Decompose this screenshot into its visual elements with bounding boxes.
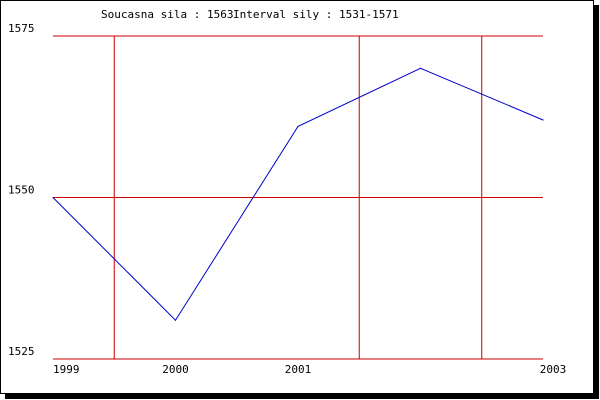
data-point (297, 125, 299, 128)
series-line (52, 67, 544, 322)
data-point (174, 319, 177, 321)
x-tick-label: 2000 (162, 363, 189, 376)
y-tick-label: 1575 (8, 22, 35, 35)
grid (53, 35, 543, 360)
x-tick-label: 2003 (540, 363, 567, 376)
data-point (52, 196, 54, 199)
y-tick-label: 1550 (8, 184, 35, 197)
y-tick-label: 1525 (8, 345, 35, 358)
strength-interval-label: Interval sily : 1531-1571 (233, 8, 399, 21)
series-layer (52, 67, 544, 322)
data-point (542, 119, 544, 121)
chart-canvas: Soucasna sila : 1563 Interval sily : 153… (8, 8, 566, 376)
x-tick-label: 1999 (53, 363, 80, 376)
data-point (419, 67, 422, 69)
x-tick-label: 2001 (285, 363, 312, 376)
chart-frame: Soucasna sila : 1563 Interval sily : 153… (0, 0, 594, 394)
current-strength-label: Soucasna sila : 1563 (101, 8, 233, 21)
tick-labels: 1575 1550 1525 1999 2000 2001 2003 (8, 22, 566, 376)
